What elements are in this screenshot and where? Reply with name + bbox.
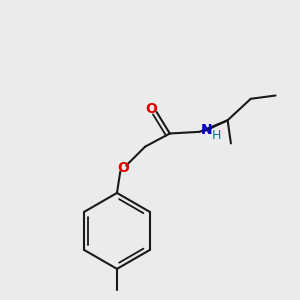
Text: O: O	[118, 161, 130, 175]
Text: H: H	[212, 129, 221, 142]
Text: N: N	[201, 123, 213, 137]
Text: O: O	[146, 102, 158, 116]
